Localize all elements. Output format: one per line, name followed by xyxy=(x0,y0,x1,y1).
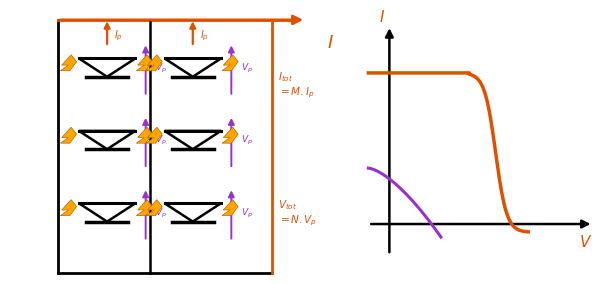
Polygon shape xyxy=(222,55,238,71)
Polygon shape xyxy=(61,127,76,143)
Text: $V_p$: $V_p$ xyxy=(155,62,167,75)
Polygon shape xyxy=(136,200,152,216)
Polygon shape xyxy=(146,55,162,71)
Polygon shape xyxy=(79,59,135,77)
Text: $I_p$: $I_p$ xyxy=(114,28,123,43)
Polygon shape xyxy=(61,200,76,216)
Polygon shape xyxy=(146,127,162,143)
Text: $V_p$: $V_p$ xyxy=(241,134,253,147)
Polygon shape xyxy=(222,200,238,216)
Polygon shape xyxy=(136,127,152,143)
Text: $V_p$: $V_p$ xyxy=(155,206,167,220)
Polygon shape xyxy=(79,203,135,222)
Text: $I$: $I$ xyxy=(379,9,385,25)
Text: $V_p$: $V_p$ xyxy=(241,62,253,75)
Polygon shape xyxy=(61,55,76,71)
Text: $V_{tot}$
$=N.V_p$: $V_{tot}$ $=N.V_p$ xyxy=(278,198,318,228)
Polygon shape xyxy=(165,131,221,149)
Polygon shape xyxy=(146,200,162,216)
Polygon shape xyxy=(79,131,135,149)
Polygon shape xyxy=(165,203,221,222)
Polygon shape xyxy=(222,127,238,143)
Text: $V_p$: $V_p$ xyxy=(155,134,167,147)
Polygon shape xyxy=(165,59,221,77)
Text: $V_p$: $V_p$ xyxy=(241,206,253,220)
Text: $I$: $I$ xyxy=(327,34,334,52)
Polygon shape xyxy=(136,55,152,71)
Text: $I_{tot}$
$=M.I_p$: $I_{tot}$ $=M.I_p$ xyxy=(278,70,315,100)
Text: $V$: $V$ xyxy=(579,234,592,250)
Text: $I_p$: $I_p$ xyxy=(200,28,209,43)
